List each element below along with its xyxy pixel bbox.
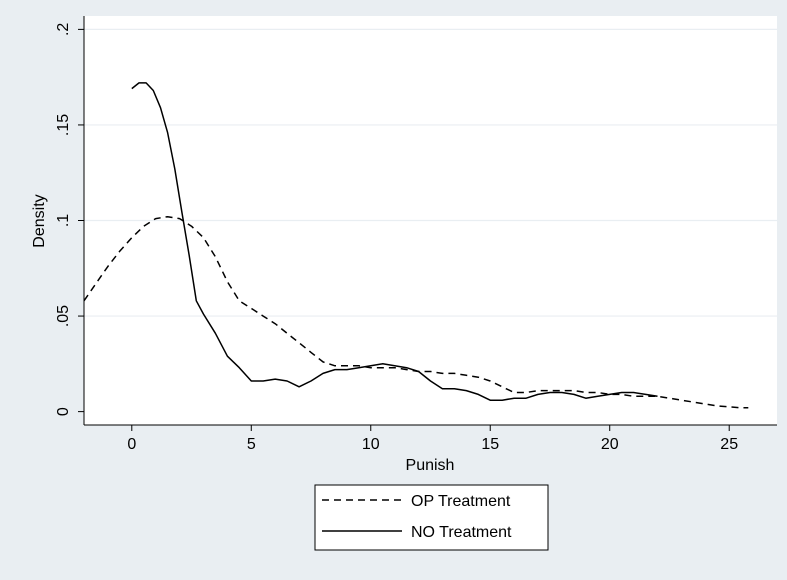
y-tick-label: .15 <box>55 114 72 136</box>
y-tick-label: .2 <box>55 23 72 36</box>
x-axis-label: Punish <box>406 457 455 474</box>
y-tick-label: 0 <box>55 407 72 416</box>
y-axis-label: Density <box>31 194 48 247</box>
x-axis-ticks: 0 5 10 15 20 25 <box>127 425 738 453</box>
series-line-no-treatment <box>131 82 658 401</box>
y-tick-label: .1 <box>55 214 72 227</box>
legend-label-op: OP Treatment <box>411 493 511 510</box>
x-tick-label: 10 <box>362 436 380 453</box>
legend-box <box>314 484 549 551</box>
y-tick-label: .05 <box>55 305 72 327</box>
grid-lines <box>84 28 777 317</box>
x-tick-label: 20 <box>601 436 619 453</box>
x-tick-label: 25 <box>720 436 738 453</box>
series-lines <box>83 82 749 409</box>
x-tick-label: 0 <box>127 436 136 453</box>
legend: OP Treatment NO Treatment <box>314 484 549 551</box>
legend-label-no: NO Treatment <box>411 524 512 541</box>
x-tick-label: 5 <box>247 436 256 453</box>
y-axis-ticks: 0 .05 .1 .15 .2 <box>55 23 84 416</box>
x-tick-label: 15 <box>481 436 499 453</box>
